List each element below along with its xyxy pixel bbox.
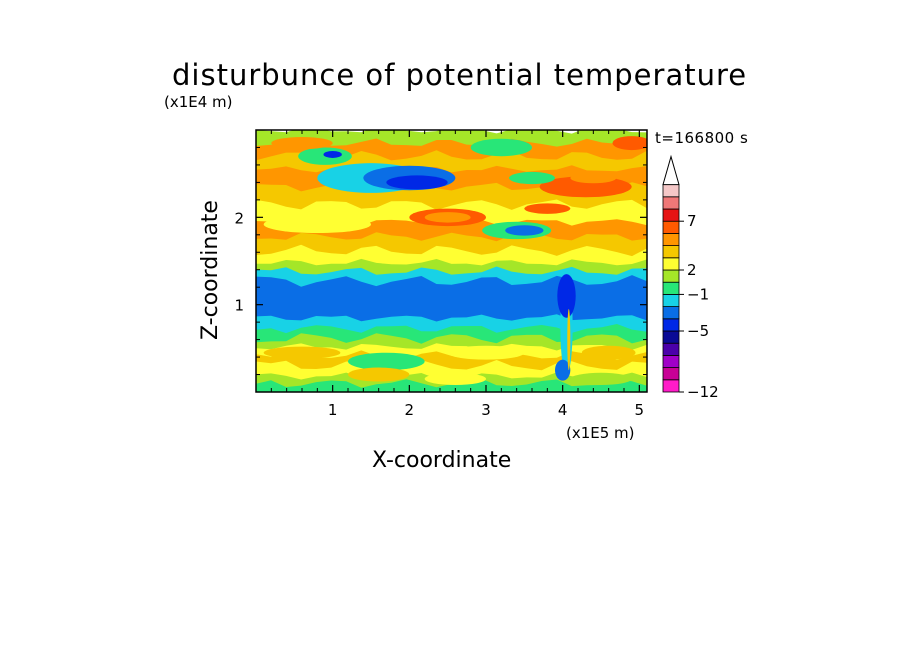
y-axis: 12: [234, 146, 647, 376]
colorbar-swatch: [662, 367, 680, 381]
x-tick-label: 5: [635, 401, 645, 419]
contour-feature: [263, 346, 341, 359]
x-axis: 1 2 3 4 5: [270, 130, 645, 419]
colorbar-swatch: [662, 184, 680, 198]
contour-feature: [612, 136, 647, 151]
colorbar-swatch: [662, 354, 680, 368]
contour-feature: [524, 203, 571, 214]
contour-feature: [509, 171, 555, 185]
time-annotation: t=166800 s: [655, 129, 749, 147]
colorbar-label: 7: [687, 212, 697, 230]
contour-feature: [323, 150, 342, 158]
colorbar-swatch: [662, 293, 680, 307]
contour-feature: [470, 138, 532, 157]
colorbar-swatch: [662, 342, 680, 356]
contour-feature: [263, 215, 372, 234]
contour-feature: [386, 175, 448, 190]
colorbar-swatch: [662, 330, 680, 344]
colorbar-swatch: [662, 196, 680, 210]
x-tick-label: 2: [405, 401, 415, 419]
contour-feature: [424, 212, 471, 223]
colorbar: −12−5−127: [662, 154, 719, 401]
x-tick-label: 1: [328, 401, 338, 419]
y-axis-unit: (x1E4 m): [164, 93, 233, 111]
contour-feature: [557, 274, 576, 318]
colorbar-label: −1: [687, 285, 709, 303]
colorbar-label: 2: [687, 261, 697, 279]
contour-feature: [570, 172, 617, 184]
contour-feature: [348, 367, 410, 382]
colorbar-swatch: [662, 220, 680, 234]
contour-feature: [555, 359, 571, 381]
contour-field: [256, 130, 647, 392]
colorbar-swatch: [662, 257, 680, 271]
contour-feature: [505, 225, 544, 236]
x-axis-label: X-coordinate: [372, 448, 512, 473]
contour-feature: [567, 309, 571, 371]
colorbar-swatch: [662, 281, 680, 295]
colorbar-extend-arrow: [662, 154, 680, 186]
y-tick-label: 1: [234, 297, 244, 315]
y-tick-label: 2: [234, 209, 244, 227]
contour-feature: [271, 136, 333, 150]
contour-feature: [581, 345, 636, 360]
chart-title: disturbunce of potential temperature: [172, 58, 748, 92]
contour-feature: [570, 372, 632, 386]
colorbar-swatch: [662, 269, 680, 283]
plot-frame: [255, 129, 648, 393]
colorbar-label: −5: [687, 322, 709, 340]
contour-feature: [447, 345, 525, 360]
y-axis-label: Z-coordinate: [198, 200, 223, 340]
colorbar-label: −12: [687, 383, 719, 401]
x-tick-label: 3: [481, 401, 491, 419]
colorbar-swatch: [662, 318, 680, 332]
x-axis-unit: (x1E5 m): [566, 424, 635, 442]
colorbar-swatch: [662, 306, 680, 320]
x-tick-label: 4: [558, 401, 568, 419]
colorbar-swatch: [662, 232, 680, 246]
colorbar-swatch: [662, 245, 680, 259]
colorbar-swatch: [662, 379, 680, 393]
contour-band: [256, 378, 647, 392]
contour-feature: [424, 372, 487, 386]
contour-feature: [348, 352, 425, 371]
colorbar-swatch: [662, 208, 680, 222]
